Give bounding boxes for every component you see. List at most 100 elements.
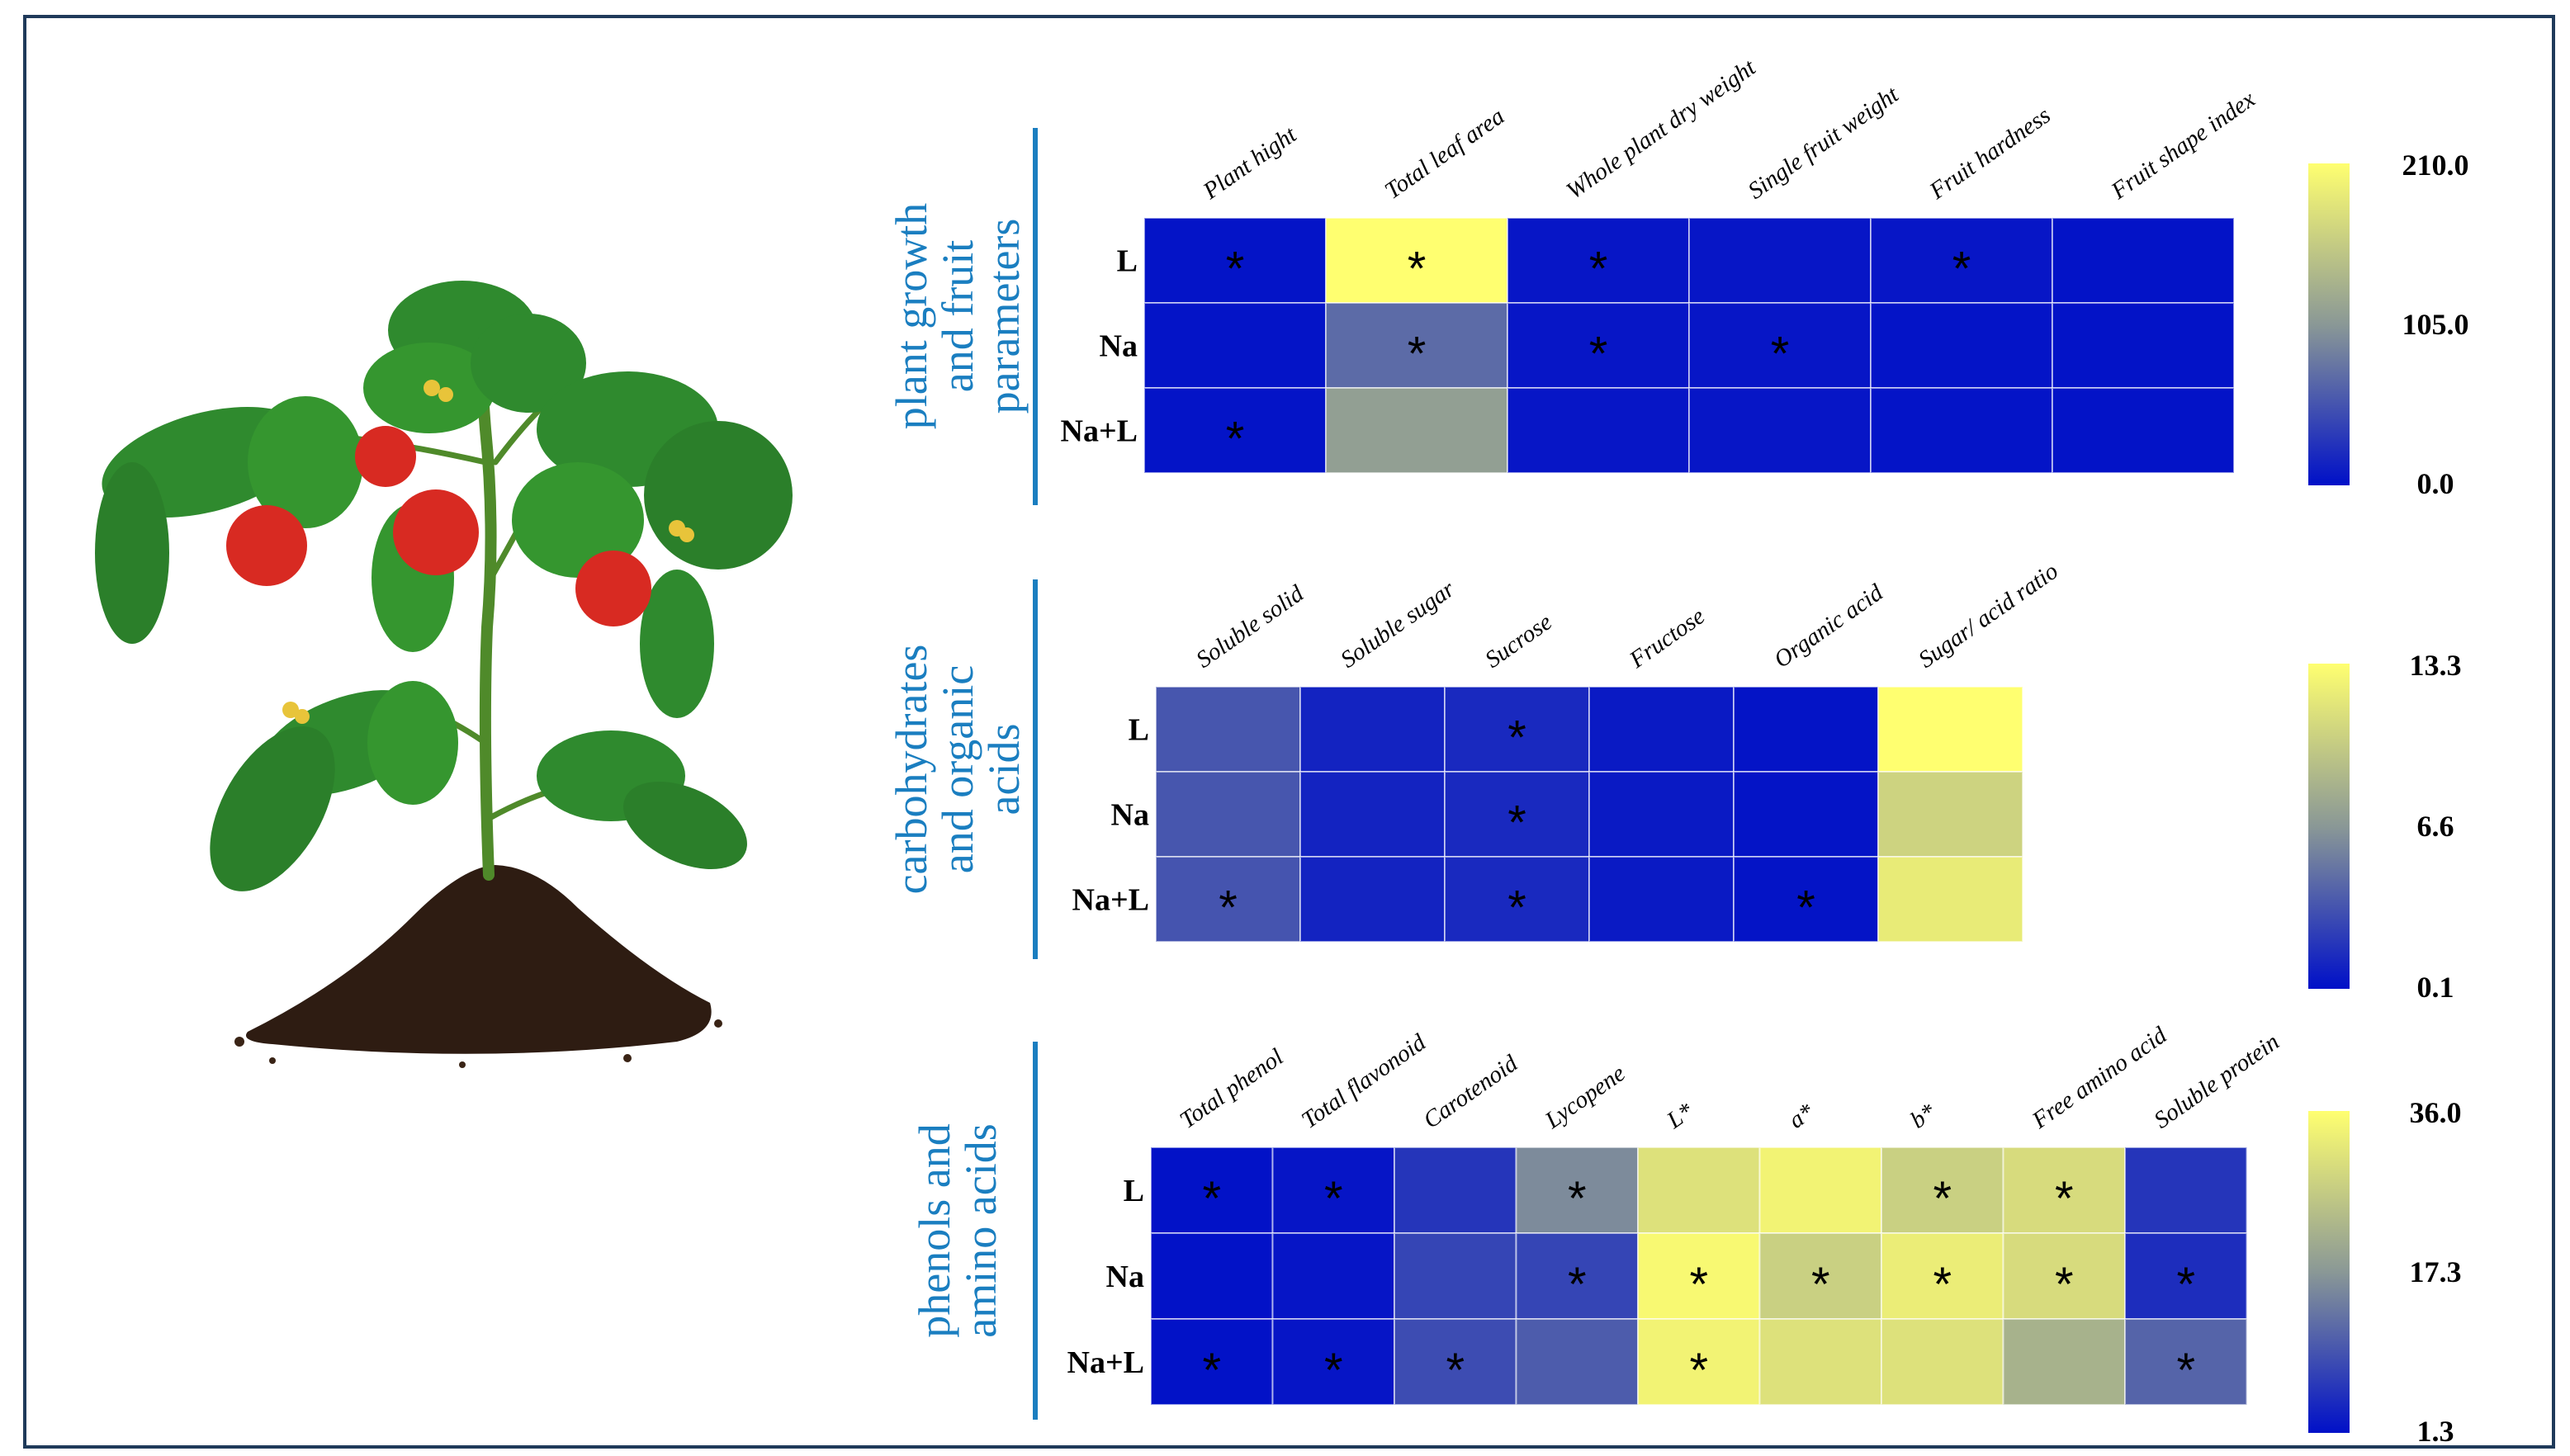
colorbar-tick-label: 0.1 — [2417, 971, 2454, 1004]
heatmap-cell — [1150, 1146, 1274, 1234]
significance-mark: * — [1324, 1172, 1343, 1226]
heatmap-cell — [1870, 387, 2053, 474]
column-label: Sugar/ acid ratio — [1914, 558, 2063, 674]
row-label: Na+L — [1072, 883, 1149, 918]
heatmap-panel-2: carbohydratesand organicacids * * * * * L Na Na+… — [887, 558, 2462, 1004]
group-label-line: and fruit — [933, 240, 982, 392]
heatmap-cell — [1588, 686, 1735, 773]
heatmap-cell — [2052, 387, 2235, 474]
heatmap-cell — [1271, 1232, 1395, 1320]
heatmap-cell — [1325, 387, 1508, 474]
heatmap-cell — [2002, 1146, 2126, 1234]
heatmap-panel-1: plant growthand fruitparameters * * * * * * * * L… — [887, 54, 2469, 505]
heatmap-cell — [1870, 217, 2053, 304]
figure-frame — [23, 15, 2555, 1449]
heatmap-cell — [1881, 1232, 2004, 1320]
column-label: Total leaf area — [1380, 103, 1510, 205]
significance-mark: * — [1507, 797, 1526, 850]
tomatoes — [226, 426, 651, 626]
heatmap-cell — [1444, 856, 1590, 943]
column-label: Organic acid — [1769, 579, 1888, 674]
significance-mark: * — [2176, 1344, 2195, 1397]
significance-mark: * — [1408, 328, 1427, 381]
group-label-line: amino acids — [956, 1123, 1006, 1337]
colorbar-tick-label: 13.3 — [2410, 649, 2462, 682]
significance-mark: * — [1202, 1172, 1221, 1226]
row-label: Na+L — [1067, 1345, 1144, 1380]
colorbar — [2308, 1111, 2350, 1433]
column-label: Free amino acid — [2027, 1022, 2172, 1134]
group-label: phenols andamino acids — [910, 1123, 1006, 1337]
significance-mark: * — [1933, 1172, 1952, 1226]
significance-mark: * — [1952, 243, 1971, 296]
column-label: Plant hight — [1198, 121, 1302, 206]
significance-mark: * — [1771, 328, 1790, 381]
column-label: Total flavonoid — [1297, 1029, 1431, 1134]
heatmap-cell — [1881, 1318, 2004, 1406]
heatmap-cell — [1870, 302, 2053, 389]
heatmap-cell — [1733, 771, 1879, 858]
heatmap-cell — [1758, 1318, 1882, 1406]
heatmap-cell — [1150, 1232, 1274, 1320]
heatmap-cell — [1688, 387, 1872, 474]
heatmap-cell — [1588, 856, 1735, 943]
group-label-line: and organic — [933, 665, 982, 873]
heatmap-cell — [1515, 1318, 1639, 1406]
heatmap-cell — [1877, 686, 2023, 773]
significance-mark: * — [1324, 1344, 1343, 1397]
heatmap-cell — [2124, 1232, 2248, 1320]
heatmap-cell — [1299, 771, 1446, 858]
column-label: a* — [1784, 1099, 1820, 1134]
column-label: Soluble solid — [1191, 580, 1309, 674]
heatmap-cell — [1758, 1146, 1882, 1234]
heatmap-cell — [1507, 217, 1690, 304]
heatmap-cell — [2002, 1232, 2126, 1320]
row-label: L — [1124, 1174, 1144, 1208]
significance-mark: * — [1796, 882, 1815, 935]
colorbar-tick-label: 105.0 — [2402, 308, 2469, 341]
heatmap-cell — [1143, 302, 1327, 389]
heatmap-cell — [2124, 1318, 2248, 1406]
significance-mark: * — [1811, 1258, 1830, 1312]
column-label: Whole plant dry weight — [1562, 54, 1761, 204]
tomato-plant-illustration — [95, 281, 793, 1068]
heatmap-cell — [1444, 771, 1590, 858]
significance-mark: * — [1226, 243, 1245, 296]
significance-mark: * — [1408, 243, 1427, 296]
heatmap-cell — [1394, 1232, 1517, 1320]
heatmap-cell — [1588, 771, 1735, 858]
heatmap-cell — [1143, 387, 1327, 474]
heatmap-cell — [1299, 856, 1446, 943]
significance-mark: * — [2176, 1258, 2195, 1312]
heatmap-cell — [1271, 1146, 1395, 1234]
heatmap-cell — [1507, 387, 1690, 474]
heatmap-cell — [1881, 1146, 2004, 1234]
significance-mark: * — [2055, 1258, 2074, 1312]
row-label: L — [1117, 244, 1138, 279]
heatmap-cell — [1155, 686, 1301, 773]
row-label: L — [1129, 713, 1149, 748]
soil-mound — [234, 865, 722, 1068]
significance-mark: * — [2055, 1172, 2074, 1226]
heatmap-cell — [1758, 1232, 1882, 1320]
column-label: b* — [1905, 1099, 1941, 1134]
significance-mark: * — [1446, 1344, 1465, 1397]
column-label: L* — [1662, 1098, 1699, 1135]
flowers — [282, 380, 694, 724]
colorbar-tick-label: 17.3 — [2410, 1255, 2462, 1288]
significance-mark: * — [1689, 1258, 1708, 1312]
column-label: Lycopene — [1540, 1060, 1631, 1134]
column-label: Carotenoid — [1418, 1050, 1522, 1134]
row-label: Na — [1106, 1260, 1144, 1294]
significance-mark: * — [1589, 243, 1608, 296]
colorbar-tick-label: 1.3 — [2417, 1415, 2454, 1448]
group-label-line: parameters — [979, 219, 1029, 414]
column-label: Total phenol — [1175, 1043, 1288, 1133]
colorbar-tick-label: 210.0 — [2402, 149, 2469, 182]
significance-mark: * — [1507, 711, 1526, 765]
leaves — [95, 281, 793, 891]
row-label: Na — [1111, 798, 1149, 833]
group-label: plant growthand fruitparameters — [887, 203, 1029, 429]
significance-mark: * — [1219, 882, 1238, 935]
